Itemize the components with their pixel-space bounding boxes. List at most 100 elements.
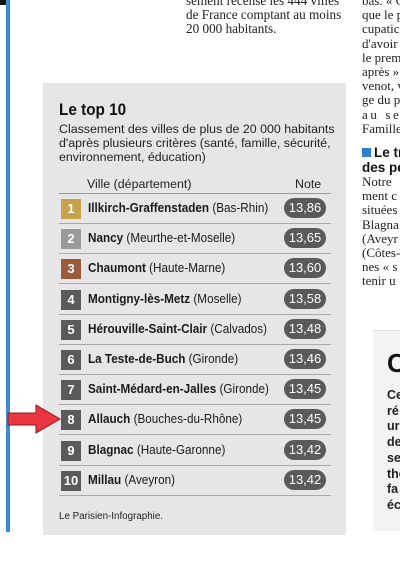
ranking-row: 1 Illkirch-Graffenstaden (Bas-Rhin) 13,86 bbox=[59, 194, 333, 224]
ranking-row: 3 Chaumont (Haute-Marne) 13,60 bbox=[59, 254, 333, 285]
right-line: au se bbox=[362, 107, 400, 122]
note-pill: 13,48 bbox=[284, 318, 326, 339]
city-name: Illkirch-Graffenstaden bbox=[88, 201, 210, 215]
right-line: tenir u bbox=[362, 274, 396, 289]
right-line: d'avoir bbox=[362, 36, 398, 51]
rank-badge: 2 bbox=[61, 229, 81, 250]
ranking-row: 8 Allauch (Bouches-du-Rhône) 13,45 bbox=[59, 405, 333, 436]
city-label: Illkirch-Graffenstaden (Bas-Rhin) bbox=[88, 201, 268, 215]
right-line: que le p bbox=[362, 8, 400, 23]
panel-subtitle: Classement des villes de plus de 20 000 … bbox=[59, 122, 335, 164]
right-line: après » bbox=[362, 65, 400, 80]
city-label: Montigny-lès-Metz (Moselle) bbox=[88, 292, 242, 306]
note-pill: 13,45 bbox=[284, 379, 326, 400]
right-line: (Côtes- bbox=[362, 246, 400, 261]
city-label: Millau (Aveyron) bbox=[88, 473, 175, 487]
row-divider bbox=[59, 253, 331, 255]
inset-line: ré bbox=[387, 403, 399, 418]
right-line: ge du p bbox=[362, 93, 400, 108]
city-label: Nancy (Meurthe-et-Moselle) bbox=[88, 231, 235, 245]
inset-line: Ce bbox=[387, 388, 400, 402]
city-department: (Calvados) bbox=[210, 321, 267, 336]
city-label: Saint-Médard-en-Jalles (Gironde) bbox=[88, 382, 269, 396]
right-line: bas. « C bbox=[362, 0, 400, 8]
right-line: Famille bbox=[362, 121, 400, 136]
city-label: Blagnac (Haute-Garonne) bbox=[88, 443, 225, 457]
right-line: Notre bbox=[362, 175, 392, 190]
city-department: (Moselle) bbox=[193, 291, 242, 306]
city-department: (Gironde) bbox=[219, 382, 269, 397]
city-name: Hérouville-Saint-Clair bbox=[88, 321, 208, 336]
ranking-row: 4 Montigny-lès-Metz (Moselle) 13,58 bbox=[59, 285, 333, 315]
rank-badge: 1 bbox=[61, 199, 81, 219]
city-name: Nancy bbox=[88, 231, 124, 246]
inset-line: the bbox=[387, 466, 400, 481]
city-name: Blagnac bbox=[88, 442, 134, 457]
ranking-row: 2 Nancy (Meurthe-et-Moselle) 13,65 bbox=[59, 224, 333, 255]
subhead-square-icon bbox=[362, 148, 371, 158]
rank-badge: 6 bbox=[61, 350, 81, 370]
ranking-row: 9 Blagnac (Haute-Garonne) 13,42 bbox=[59, 436, 333, 466]
right-subhead-line: des pe bbox=[362, 159, 400, 175]
city-name: Montigny-lès-Metz bbox=[88, 291, 191, 306]
top10-panel: Le top 10 Classement des villes de plus … bbox=[43, 83, 346, 535]
note-pill: 13,42 bbox=[284, 439, 326, 460]
rank-badge: 7 bbox=[61, 380, 81, 401]
inset-line: éc bbox=[387, 497, 400, 512]
city-department: (Gironde) bbox=[188, 352, 239, 366]
row-divider bbox=[59, 343, 331, 345]
right-subhead: Le tr bbox=[362, 145, 400, 161]
right-line: cupatic bbox=[362, 22, 400, 37]
article-line: 20 000 habitants. bbox=[186, 21, 277, 37]
inset-line: fa bbox=[387, 482, 399, 497]
right-line: le prem bbox=[362, 50, 400, 65]
city-label: La Teste-de-Buch (Gironde) bbox=[88, 352, 238, 366]
header-divider bbox=[59, 193, 331, 194]
note-pill: 13,46 bbox=[284, 349, 326, 369]
right-column-text: bas. « C que le p cupatic d'avoir le pre… bbox=[362, 0, 400, 289]
city-name: La Teste-de-Buch bbox=[88, 352, 186, 366]
note-pill: 13,58 bbox=[284, 288, 326, 309]
note-pill: 13,42 bbox=[284, 469, 326, 490]
inset-box bbox=[373, 330, 400, 531]
ranking-row: 5 Hérouville-Saint-Clair (Calvados) 13,48 bbox=[59, 315, 333, 345]
column-header-city-label: Ville bbox=[87, 177, 111, 191]
city-department: (Bouches-du-Rhône) bbox=[133, 412, 243, 427]
row-divider bbox=[59, 313, 331, 315]
panel-title: Le top 10 bbox=[59, 100, 127, 119]
row-divider bbox=[59, 494, 331, 496]
city-name: Saint-Médard-en-Jalles bbox=[88, 382, 217, 397]
right-line: nes « s bbox=[362, 260, 398, 275]
city-department: (Haute-Garonne) bbox=[136, 442, 226, 457]
rank-badge: 4 bbox=[61, 289, 81, 310]
rank-badge: 10 bbox=[61, 470, 81, 491]
note-pill: 13,45 bbox=[284, 409, 326, 430]
rank-badge: 3 bbox=[61, 259, 81, 280]
inset-line: de bbox=[387, 435, 400, 450]
right-subhead-line: Le tr bbox=[374, 145, 400, 161]
city-department: (Haute-Marne) bbox=[149, 261, 226, 276]
ranking-row: 7 Saint-Médard-en-Jalles (Gironde) 13,45 bbox=[59, 375, 333, 406]
note-pill: 13,86 bbox=[284, 198, 326, 218]
ranking-row: 10 Millau (Aveyron) 13,42 bbox=[59, 466, 333, 496]
note-pill: 13,65 bbox=[284, 228, 326, 249]
row-divider bbox=[59, 374, 331, 375]
rank-badge: 8 bbox=[61, 410, 81, 431]
article-line: sement recense les 444 villes bbox=[186, 0, 340, 8]
article-line: de France comptant au moins bbox=[186, 7, 342, 23]
right-line: (Aveyr bbox=[362, 231, 398, 246]
city-department: (Bas-Rhin) bbox=[212, 201, 269, 215]
city-name: Chaumont bbox=[88, 261, 146, 276]
rank-badge: 9 bbox=[61, 440, 81, 461]
city-name: Millau bbox=[88, 472, 122, 487]
inset-text: Ce ré ur de se the fa éc bbox=[387, 388, 400, 514]
right-line: situées bbox=[362, 203, 398, 218]
note-pill: 13,60 bbox=[284, 258, 326, 279]
right-line: Blagna bbox=[362, 217, 399, 232]
city-label: Hérouville-Saint-Clair (Calvados) bbox=[88, 322, 267, 336]
inset-line: ur bbox=[387, 419, 400, 434]
column-header-city-suffix: (département) bbox=[113, 177, 192, 191]
row-divider bbox=[59, 464, 331, 466]
inset-big-letter: C bbox=[387, 348, 400, 378]
page-corner-tab bbox=[0, 0, 6, 5]
